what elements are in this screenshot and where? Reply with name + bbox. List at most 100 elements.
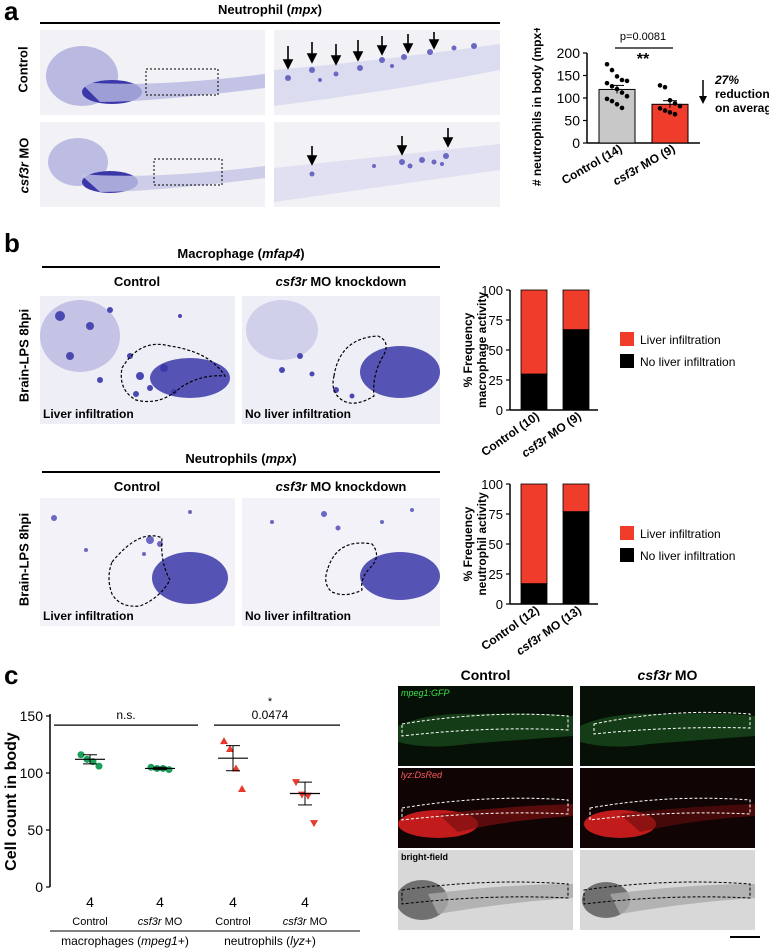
p-value: p=0.0081 bbox=[620, 31, 666, 43]
scale-bar bbox=[730, 936, 760, 938]
header-text: Neutrophils ( bbox=[185, 451, 266, 466]
header-text-end: ) bbox=[317, 2, 322, 17]
data-point bbox=[672, 111, 678, 117]
data-point bbox=[619, 77, 625, 83]
bar-segment bbox=[520, 373, 548, 411]
image-b-mac-control: Liver infiltration bbox=[40, 296, 235, 424]
data-point bbox=[624, 78, 630, 84]
chart-a-neutrophil-count: 0 50 100 150 200 # neutrophils in body (mpx+)… bbox=[530, 28, 769, 188]
y-tick-label: 0 bbox=[35, 879, 43, 895]
image-c-green-mo bbox=[580, 686, 755, 766]
y-tick-label: 0 bbox=[496, 597, 503, 612]
panel-a-header: Neutrophil (mpx) bbox=[40, 2, 500, 17]
y-tick-label: 150 bbox=[20, 708, 44, 724]
y-tick-label: 50 bbox=[564, 113, 580, 129]
data-point bbox=[667, 110, 673, 115]
legend-swatch bbox=[620, 354, 634, 368]
caption-liver-infiltration: Liver infiltration bbox=[43, 407, 134, 421]
row-label-mo: csf3r MO bbox=[17, 128, 32, 204]
image-b-mac-mo: No liver infiltration bbox=[242, 296, 440, 424]
bar bbox=[598, 88, 636, 144]
data-point bbox=[77, 751, 85, 759]
panel-b-mac-header: Macrophage (mfap4) bbox=[42, 246, 440, 261]
data-point bbox=[604, 96, 610, 102]
image-a-mo-zoom bbox=[274, 122, 500, 207]
caption-no-liver-infiltration: No liver infiltration bbox=[245, 407, 352, 421]
sig-right-star: * bbox=[268, 696, 273, 708]
col-label-c-control: Control bbox=[460, 667, 511, 683]
annotation-line: reduction bbox=[715, 87, 769, 101]
panel-a-header-rule bbox=[40, 22, 500, 24]
data-point bbox=[95, 762, 103, 770]
y-axis-label: neutrophil activity bbox=[475, 492, 489, 596]
caption-no-liver-infiltration-2: No liver infiltration bbox=[245, 609, 352, 623]
n-label: 4 bbox=[156, 894, 164, 910]
y-axis-label: macrophage activity bbox=[475, 292, 489, 408]
image-b-neu-control: Liver infiltration bbox=[40, 498, 235, 626]
data-point bbox=[662, 108, 668, 113]
data-point bbox=[226, 745, 234, 753]
y-axis-label: Cell count in body bbox=[3, 732, 20, 871]
data-point bbox=[609, 98, 615, 104]
y-axis-label: % Frequency bbox=[461, 312, 475, 387]
data-point bbox=[165, 766, 173, 774]
col-label-mo: csf3r MO knockdown bbox=[242, 274, 440, 289]
y-tick-label: 75 bbox=[489, 313, 503, 328]
chart-b-neutrophil-frequency: 0 25 50 75 100 % Frequency neutrophil activity… bbox=[461, 477, 735, 658]
y-tick-label: 50 bbox=[27, 822, 43, 838]
y-tick-label: 75 bbox=[489, 507, 503, 522]
image-c-bf-control: bright-field bbox=[398, 850, 573, 930]
image-c-red-mo bbox=[580, 768, 755, 848]
col-label-mo-gene: csf3r bbox=[275, 479, 307, 494]
data-point bbox=[604, 80, 610, 86]
panel-b-mac-rule bbox=[42, 266, 440, 268]
channel-label-green: mpeg1:GFP bbox=[401, 688, 450, 698]
annotation-line: on average bbox=[715, 101, 769, 115]
data-point bbox=[677, 103, 683, 109]
bar-segment bbox=[562, 511, 590, 605]
bar-segment bbox=[520, 583, 548, 605]
data-point bbox=[292, 779, 300, 787]
image-c-red-control: lyz:DsRed bbox=[398, 768, 573, 848]
image-c-green-control: mpeg1:GFP bbox=[398, 686, 573, 766]
reduction-arrowhead bbox=[699, 96, 707, 104]
caption-liver-infiltration-2: Liver infiltration bbox=[43, 609, 134, 623]
panel-b-neu-rule bbox=[42, 471, 440, 473]
data-point bbox=[619, 105, 625, 111]
row-label-control: Control bbox=[15, 46, 31, 93]
n-label: 4 bbox=[301, 894, 309, 910]
y-tick-label: 100 bbox=[557, 90, 581, 106]
legend-swatch bbox=[620, 332, 634, 346]
y-tick-label: 100 bbox=[481, 477, 503, 492]
panel-letter-a: a bbox=[4, 0, 19, 26]
col-label-control: Control bbox=[113, 274, 161, 289]
data-point bbox=[609, 67, 615, 73]
data-point bbox=[238, 784, 246, 792]
y-tick-label: 100 bbox=[20, 765, 44, 781]
data-point bbox=[614, 74, 620, 79]
legend-label: No liver infiltration bbox=[640, 549, 735, 563]
channel-label-bf: bright-field bbox=[401, 852, 448, 862]
data-point bbox=[662, 84, 668, 90]
annotation-line: 27% bbox=[714, 73, 739, 87]
legend-label: Liver infiltration bbox=[640, 333, 721, 347]
x-tick-label: Control bbox=[72, 916, 107, 928]
sig-right-p: 0.0474 bbox=[252, 708, 289, 722]
y-tick-label: 0 bbox=[572, 135, 580, 151]
data-point bbox=[624, 93, 630, 99]
y-tick-label: 25 bbox=[489, 567, 503, 582]
data-point bbox=[619, 90, 625, 95]
image-a-mo-overview bbox=[40, 122, 265, 207]
data-point bbox=[657, 106, 663, 111]
image-c-bf-mo bbox=[580, 850, 755, 930]
data-point bbox=[220, 737, 228, 745]
y-tick-label: 0 bbox=[496, 403, 503, 418]
image-a-control-overview bbox=[40, 30, 265, 115]
image-a-control-zoom bbox=[274, 30, 500, 115]
data-point bbox=[609, 84, 615, 89]
data-point bbox=[672, 101, 678, 106]
y-axis-label: % Frequency bbox=[461, 506, 475, 581]
bar-segment bbox=[520, 289, 548, 375]
image-b-neu-mo: No liver infiltration bbox=[242, 498, 440, 626]
